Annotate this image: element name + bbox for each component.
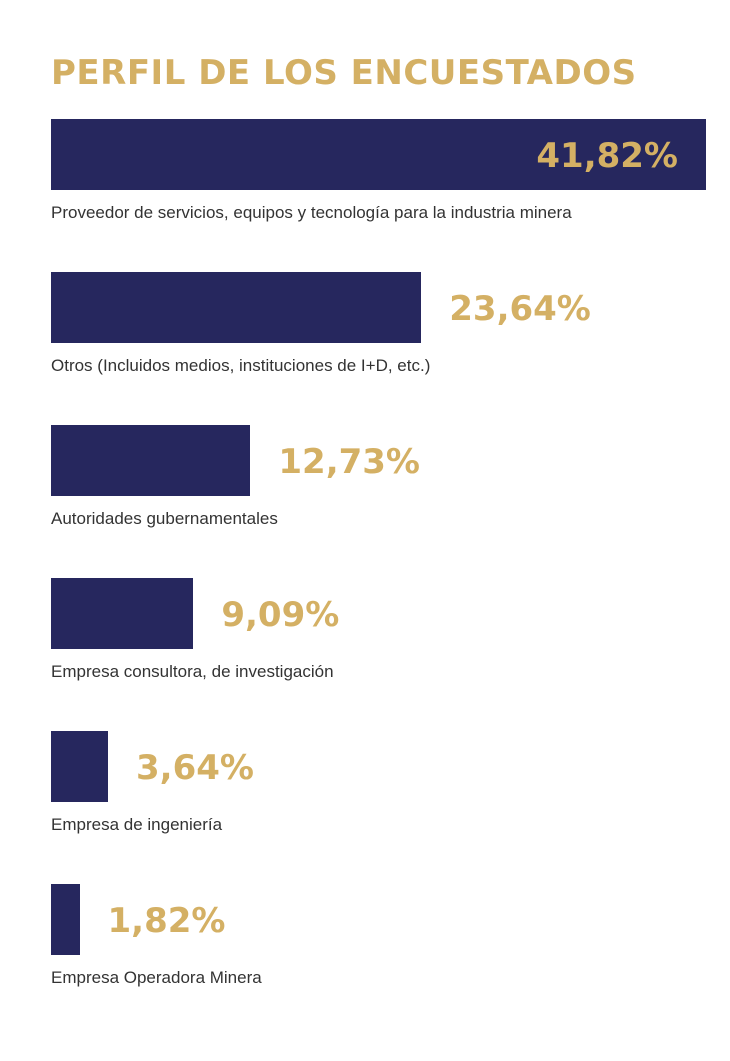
value-label: 12,73% (278, 442, 420, 482)
chart-title: PERFIL DE LOS ENCUESTADOS (51, 53, 637, 93)
value-label: 41,82% (536, 136, 678, 176)
bar (51, 272, 422, 343)
category-label: Empresa consultora, de investigación (51, 662, 334, 681)
category-label: Otros (Incluidos medios, instituciones d… (51, 356, 431, 375)
value-label: 3,64% (136, 748, 254, 788)
value-label: 1,82% (107, 901, 226, 941)
category-label: Empresa Operadora Minera (51, 968, 262, 987)
category-label: Proveedor de servicios, equipos y tecnol… (51, 203, 572, 222)
bar (51, 884, 80, 955)
bar (51, 425, 251, 496)
category-label: Autoridades gubernamentales (51, 509, 278, 528)
bar (51, 731, 108, 802)
value-label: 9,09% (221, 595, 340, 635)
value-label: 23,64% (449, 289, 591, 329)
bar (51, 119, 706, 190)
category-label: Empresa de ingeniería (51, 815, 223, 834)
bar (51, 578, 194, 649)
